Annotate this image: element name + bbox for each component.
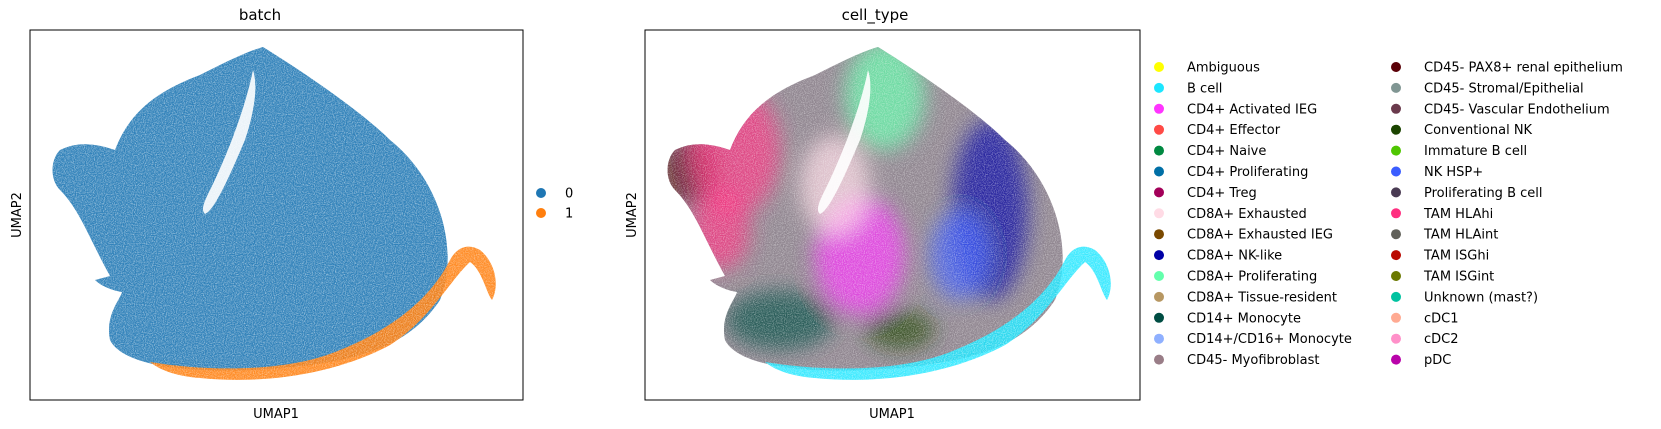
legend-marker-cd4-naive — [1154, 145, 1164, 156]
legend-label-b-cell: B cell — [1187, 81, 1222, 96]
legend-label-conventional-nk: Conventional NK — [1424, 123, 1533, 138]
legend-batch: 01 — [536, 187, 573, 222]
legend-marker-nk-hsp — [1391, 166, 1401, 177]
scatter-cloud-batch-0 — [52, 47, 448, 371]
plot-frame-batch — [29, 29, 524, 401]
y-axis-label-batch: UMAP2 — [10, 192, 25, 238]
legend-label-cd4-proliferating: CD4+ Proliferating — [1187, 165, 1308, 180]
legend-label-cd8a-tissue-resident: CD8A+ Tissue-resident — [1187, 290, 1337, 305]
legend-label-cdc1: cDC1 — [1424, 311, 1459, 326]
legend-marker-tam-isghi — [1391, 250, 1401, 261]
legend-label-cd4-effector: CD4+ Effector — [1187, 123, 1281, 138]
legend-marker-cd4-activated-ieg — [1154, 103, 1164, 114]
y-axis-label-cell-type: UMAP2 — [625, 192, 640, 238]
legend-marker-tam-hlahi — [1391, 208, 1401, 219]
legend-marker-batch-0 — [536, 188, 546, 198]
legend-label-tam-isgint: TAM ISGint — [1423, 270, 1494, 285]
legend-marker-cd8a-tissue-resident — [1154, 291, 1164, 302]
legend-marker-cdc2 — [1391, 333, 1401, 344]
legend-label-cd8a-proliferating: CD8A+ Proliferating — [1187, 270, 1317, 285]
legend-label-tam-isghi: TAM ISGhi — [1423, 249, 1489, 264]
legend-marker-immature-b-cell — [1391, 145, 1401, 156]
legend-label-ambiguous: Ambiguous — [1187, 61, 1260, 76]
legend-label-batch-0: 0 — [565, 187, 573, 202]
legend-marker-proliferating-b-cell — [1391, 187, 1401, 198]
legend-marker-cd8a-proliferating — [1154, 271, 1164, 281]
legend-marker-cd14-cd16-monocyte — [1154, 333, 1164, 344]
legend-marker-ambiguous — [1154, 62, 1164, 72]
legend-marker-batch-1 — [536, 208, 546, 218]
legend-label-tam-hlahi: TAM HLAhi — [1423, 207, 1493, 222]
legend-label-unknown-mast: Unknown (mast?) — [1424, 290, 1538, 305]
legend-cell-type: Ambiguous B cell CD4+ Activated IEG CD4+ Ef… — [1154, 61, 1623, 368]
legend-marker-cd4-proliferating — [1154, 166, 1164, 177]
legend-marker-b-cell — [1154, 82, 1164, 93]
legend-label-pdc: pDC — [1424, 353, 1451, 368]
legend-marker-pdc — [1391, 354, 1401, 365]
legend-marker-cd45-vascular-endothelium — [1391, 103, 1401, 114]
legend-marker-cdc1 — [1391, 312, 1401, 323]
legend-label-cd45-stromal-epithelial: CD45- Stromal/Epithelial — [1424, 81, 1584, 96]
legend-label-cd8a-exhausted-ieg: CD8A+ Exhausted IEG — [1187, 228, 1333, 243]
legend-label-cd45-myofibroblast: CD45- Myofibroblast — [1187, 353, 1319, 368]
legend-label-cd14-monocyte: CD14+ Monocyte — [1187, 311, 1301, 326]
plot-frame-cell-type — [644, 29, 1141, 401]
x-axis-label-batch: UMAP1 — [253, 407, 299, 422]
chart-title-batch: batch — [239, 6, 281, 24]
legend-marker-cd45-stromal-epithelial — [1391, 82, 1401, 93]
legend-label-proliferating-b-cell: Proliferating B cell — [1424, 186, 1543, 201]
legend-label-immature-b-cell: Immature B cell — [1424, 144, 1527, 159]
legend-label-cd4-naive: CD4+ Naive — [1187, 144, 1266, 159]
legend-label-cd4-activated-ieg: CD4+ Activated IEG — [1187, 102, 1317, 117]
legend-label-cd8a-exhausted: CD8A+ Exhausted — [1187, 207, 1307, 222]
legend-label-nk-hsp: NK HSP+ — [1424, 165, 1483, 180]
legend-marker-unknown-mast — [1391, 291, 1401, 302]
chart-title-cell-type: cell_type — [842, 6, 909, 25]
legend-label-batch-1: 1 — [565, 207, 573, 222]
legend-label-cd45-pax8-renal-epithelium: CD45- PAX8+ renal epithelium — [1424, 61, 1623, 76]
legend-label-cd4-treg: CD4+ Treg — [1187, 186, 1257, 201]
panel-cell-type: cell_type UMAP1 UMAP2 Ambiguous B cell CD4… — [625, 6, 1623, 422]
legend-marker-tam-hlaint — [1391, 229, 1401, 240]
legend-marker-cd14-monocyte — [1154, 312, 1164, 323]
legend-label-cdc2: cDC2 — [1424, 332, 1459, 347]
legend-marker-tam-isgint — [1391, 271, 1401, 281]
legend-label-cd8a-nk-like: CD8A+ NK-like — [1187, 249, 1282, 264]
legend-marker-cd8a-exhausted — [1154, 208, 1164, 219]
scatter-cloud-cell-type — [667, 47, 1111, 380]
legend-marker-conventional-nk — [1391, 124, 1401, 135]
legend-marker-cd8a-exhausted-ieg — [1154, 229, 1164, 240]
x-axis-label-cell-type: UMAP1 — [869, 407, 915, 422]
legend-marker-cd8a-nk-like — [1154, 250, 1164, 261]
panel-batch: batch UMAP1 UMAP2 01 — [10, 6, 573, 422]
legend-marker-cd45-myofibroblast — [1154, 354, 1164, 365]
legend-label-cd14-cd16-monocyte: CD14+/CD16+ Monocyte — [1187, 332, 1352, 347]
legend-label-cd45-vascular-endothelium: CD45- Vascular Endothelium — [1424, 102, 1610, 117]
legend-label-tam-hlaint: TAM HLAint — [1423, 228, 1498, 243]
legend-marker-cd45-pax8-renal-epithelium — [1391, 62, 1401, 72]
legend-marker-cd4-treg — [1154, 187, 1164, 198]
legend-marker-cd4-effector — [1154, 124, 1164, 135]
